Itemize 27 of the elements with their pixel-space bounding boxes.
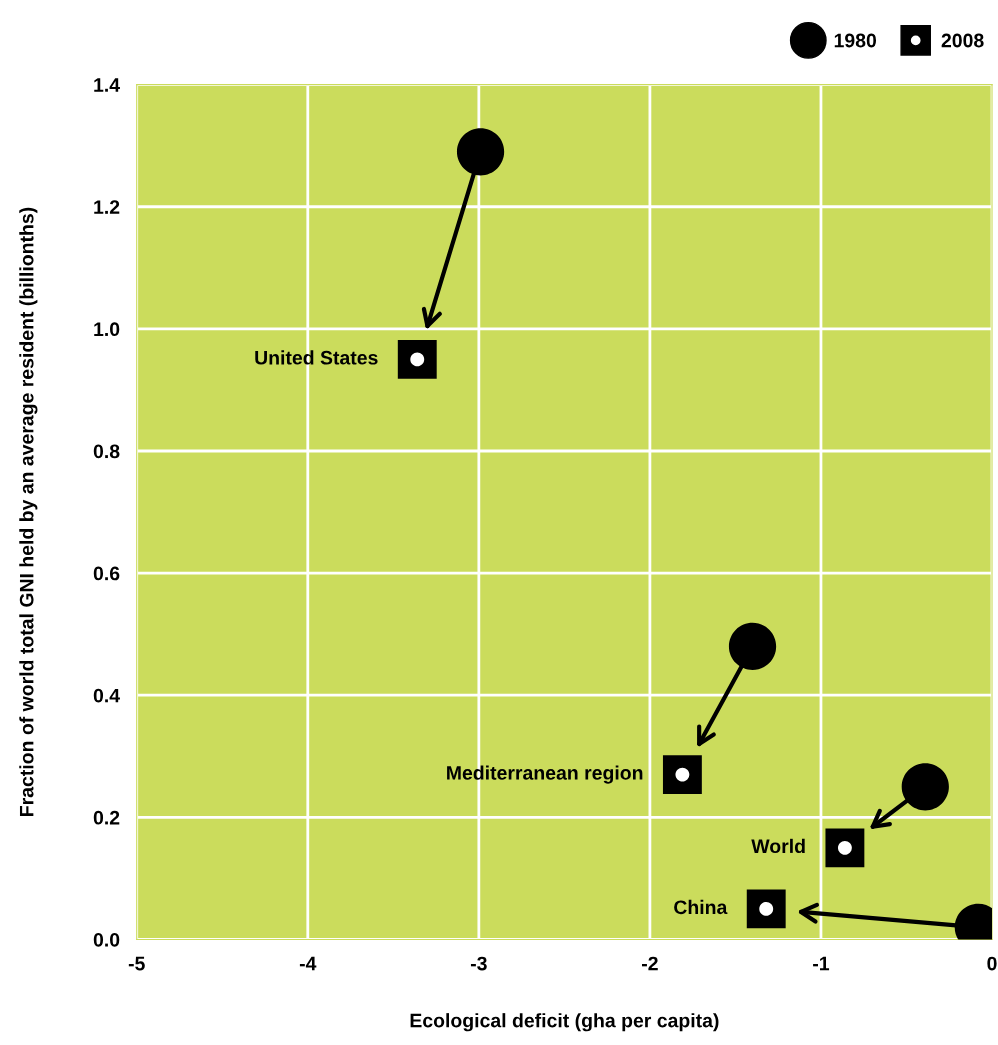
x-tick-label: -2 — [642, 956, 658, 971]
legend-label: 2008 — [941, 33, 984, 48]
y-tick-label: 0.8 — [93, 444, 120, 459]
y-axis-title: Fraction of world total GNI held by an average resident (billionths) — [19, 207, 38, 816]
y-tick-label: 1.2 — [94, 200, 120, 214]
y-tick-label: 0.4 — [93, 688, 120, 703]
point — [825, 828, 865, 868]
point — [456, 128, 505, 176]
point — [901, 763, 949, 811]
y-tick-label: 1.4 — [94, 78, 120, 92]
x-tick-label: -5 — [128, 956, 145, 971]
annotation: World — [751, 838, 805, 854]
point — [397, 339, 437, 379]
y-tick-label: 0.2 — [93, 810, 120, 825]
x-axis-title: Ecological deficit (gha per capita) — [410, 1013, 719, 1032]
point — [662, 755, 702, 795]
x-tick-label: 0 — [987, 956, 997, 971]
legend-label: 1980 — [834, 33, 877, 48]
y-tick-label: 0.6 — [93, 566, 120, 581]
point — [746, 889, 786, 929]
y-tick-label: 1.0 — [94, 322, 120, 337]
annotation: China — [674, 899, 728, 915]
y-tick-label: 0.0 — [93, 932, 120, 947]
x-tick-label: -4 — [299, 956, 317, 971]
x-tick-label: -3 — [470, 956, 487, 971]
x-tick-label: -1 — [813, 956, 830, 971]
point — [728, 622, 777, 670]
